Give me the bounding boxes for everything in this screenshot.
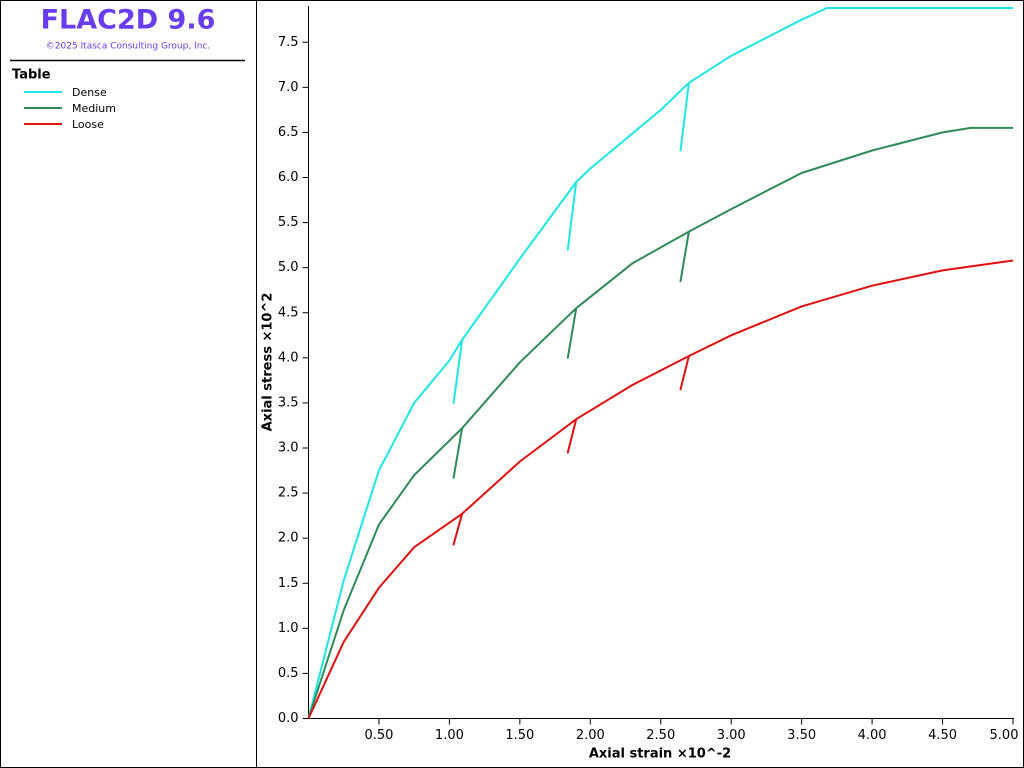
- y-tick-label: 5.0: [278, 260, 299, 275]
- legend-title: Table: [12, 68, 51, 83]
- x-tick-label: 1.50: [505, 728, 534, 743]
- y-tick-label: 3.5: [278, 395, 299, 410]
- y-tick-label: 6.5: [278, 125, 299, 140]
- y-tick-label: 0.0: [278, 711, 299, 726]
- series-line: [307, 259, 1014, 719]
- legend-label: Loose: [72, 118, 104, 131]
- x-tick-label: 0.50: [364, 728, 393, 743]
- y-tick-label: 0.5: [278, 666, 299, 681]
- y-tick-label: 2.5: [278, 486, 299, 501]
- y-tick-label: 1.5: [278, 576, 299, 591]
- x-tick-label: 2.00: [576, 728, 605, 743]
- y-tick-label: 3.0: [278, 441, 299, 456]
- x-tick-label: 3.50: [787, 728, 816, 743]
- legend-label: Medium: [72, 102, 116, 115]
- y-tick-label: 2.0: [278, 531, 299, 546]
- series-line: [307, 7, 1013, 719]
- y-tick-label: 7.0: [278, 80, 299, 95]
- x-axis-title: Axial strain ×10^-2: [589, 747, 731, 762]
- x-tick-label: 4.50: [928, 728, 957, 743]
- chart-subtitle: ©2025 Itasca Consulting Group, Inc.: [46, 42, 210, 52]
- x-tick-label: 1.00: [435, 728, 464, 743]
- y-axis-title: Axial stress ×10^2: [261, 293, 276, 432]
- y-tick-label: 5.5: [278, 215, 299, 230]
- y-tick-label: 4.0: [278, 350, 299, 365]
- y-tick-label: 4.5: [278, 305, 299, 320]
- chart-title: FLAC2D 9.6: [41, 5, 216, 36]
- y-tick-label: 7.5: [278, 35, 299, 50]
- y-tick-label: 6.0: [278, 170, 299, 185]
- legend-label: Dense: [72, 86, 107, 99]
- series-line: [307, 126, 1013, 719]
- x-tick-label: 2.50: [646, 728, 675, 743]
- x-tick-label: 3.00: [717, 728, 746, 743]
- x-tick-label: 5.00: [990, 728, 1019, 743]
- y-tick-label: 1.0: [278, 621, 299, 636]
- x-tick-label: 4.00: [858, 728, 887, 743]
